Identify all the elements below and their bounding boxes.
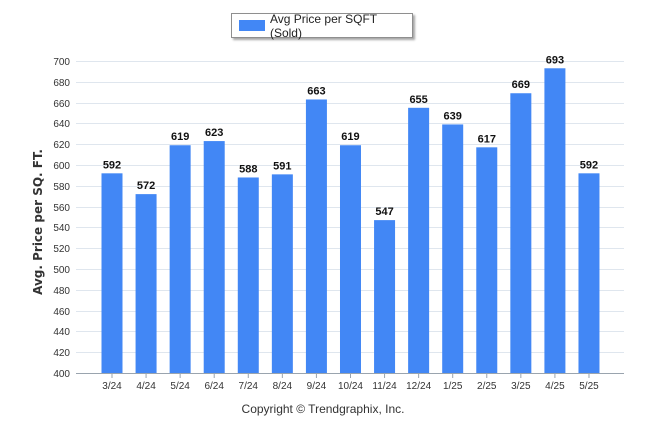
y-axis: 400 420 440 460 480 500 520 540 560 580 600 620 640 6… (53, 57, 70, 380)
legend-swatch (239, 20, 265, 31)
data-label: 623 (205, 127, 223, 139)
y-tick-label: 640 (53, 119, 70, 130)
bar (476, 147, 498, 373)
x-tick-label: 11/24 (372, 381, 397, 392)
bar (305, 99, 327, 373)
bar (135, 194, 157, 373)
bar (101, 173, 123, 373)
y-tick-label: 660 (53, 99, 70, 110)
data-label: 639 (444, 110, 462, 122)
bar (408, 107, 430, 374)
x-axis: 3/24 4/24 5/24 6/24 7/24 8/24 9/24 10/24 11/24 12… (76, 373, 624, 392)
x-tick-label: 1/25 (443, 381, 463, 392)
bar (578, 173, 600, 373)
bar (442, 124, 464, 373)
data-label: 547 (375, 206, 393, 218)
bar (544, 68, 566, 373)
data-label: 592 (580, 159, 598, 171)
x-tick-label: 8/24 (273, 381, 293, 392)
y-tick-label: 580 (53, 182, 70, 193)
x-tick-label: 6/24 (204, 381, 224, 392)
x-tick-label: 12/24 (406, 381, 431, 392)
bar (203, 141, 225, 373)
data-label: 663 (307, 85, 325, 97)
y-tick-label: 420 (53, 348, 70, 359)
data-label: 619 (171, 131, 189, 143)
bar (169, 145, 191, 373)
y-tick-label: 600 (53, 161, 70, 172)
x-tick-label: 2/25 (477, 381, 497, 392)
x-tick-label: 10/24 (338, 381, 363, 392)
y-tick-label: 620 (53, 140, 70, 151)
x-tick-label: 5/24 (170, 381, 190, 392)
y-tick-label: 480 (53, 286, 70, 297)
y-tick-label: 500 (53, 265, 70, 276)
y-tick-label: 700 (53, 57, 70, 68)
data-label: 572 (137, 180, 155, 192)
data-label: 617 (478, 133, 496, 145)
legend-label: Avg Price per SQFT (Sold) (269, 11, 377, 40)
x-tick-label: 5/25 (579, 381, 599, 392)
data-label: 591 (273, 160, 291, 172)
data-label: 655 (409, 94, 427, 106)
y-axis-title: Avg. Price per SQ. FT. (31, 149, 45, 295)
x-tick-label: 3/24 (102, 381, 122, 392)
y-tick-label: 540 (53, 223, 70, 234)
y-tick-label: 560 (53, 203, 70, 214)
x-tick-label: 3/25 (511, 381, 531, 392)
y-tick-label: 400 (53, 369, 70, 380)
y-tick-label: 440 (53, 327, 70, 338)
bar (374, 220, 396, 373)
x-tick-label: 9/24 (307, 381, 327, 392)
y-tick-label: 460 (53, 307, 70, 318)
data-label: 669 (512, 79, 530, 91)
data-labels: 592 572 619 623 588 591 663 619 547 655 639 617 669 6… (103, 54, 598, 218)
bar-series (101, 68, 600, 374)
data-label: 588 (239, 163, 257, 175)
bar (237, 177, 259, 373)
data-label: 619 (341, 131, 359, 143)
data-label: 592 (103, 159, 121, 171)
copyright-text: Copyright © Trendgraphix, Inc. (241, 402, 405, 416)
x-tick-label: 4/25 (545, 381, 565, 392)
y-tick-label: 680 (53, 78, 70, 89)
bar (510, 93, 532, 374)
data-label: 693 (546, 54, 564, 66)
x-tick-label: 7/24 (239, 381, 259, 392)
x-tick-label: 4/24 (136, 381, 156, 392)
bar (339, 145, 361, 373)
chart-legend: Avg Price per SQFT (Sold) (231, 11, 413, 40)
bar (271, 174, 293, 373)
y-tick-label: 520 (53, 244, 70, 255)
